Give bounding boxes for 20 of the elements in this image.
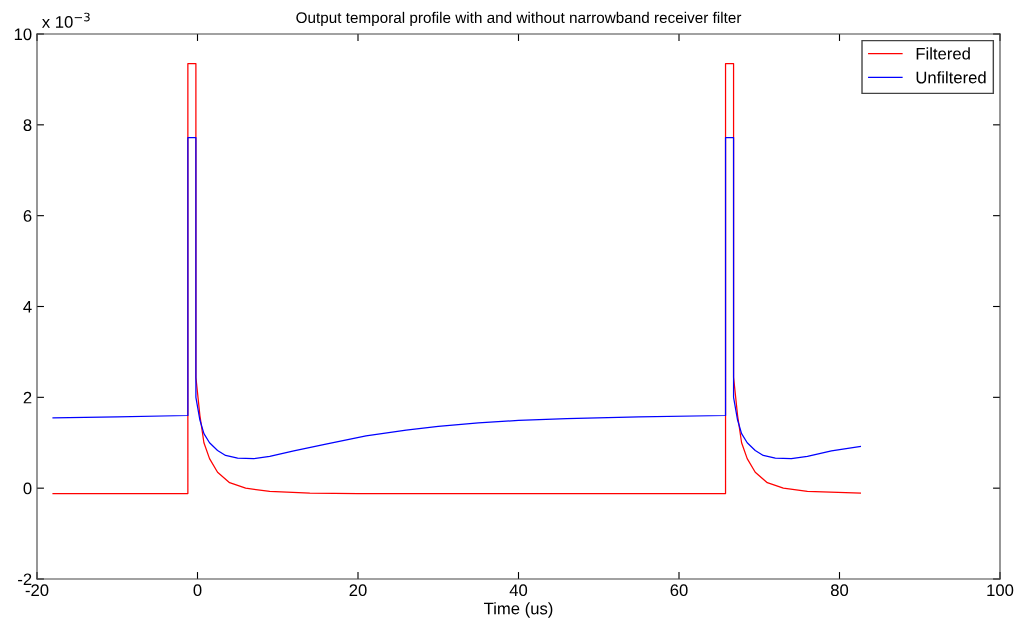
x-tick-label: 80	[830, 584, 849, 597]
y-tick-label: 10	[14, 28, 32, 41]
chart-title: Output temporal profile with and without narrowband receiver filter	[296, 11, 742, 27]
x-tick-label: 20	[349, 584, 367, 597]
x-tick-label: 40	[509, 584, 528, 597]
y-tick-label: 2	[23, 391, 32, 404]
line-series	[52, 136, 861, 460]
x-tick-label: 0	[193, 584, 202, 597]
y-tick-label: 0	[23, 482, 32, 495]
legend-label: Filtered	[916, 47, 970, 60]
text: x 10$^{−3}$	[42, 12, 90, 28]
legend-label: Unfiltered	[916, 71, 986, 84]
y-tick-label: 4	[23, 301, 32, 313]
y-tick-label: -2	[18, 573, 32, 586]
x-axis-title: Time (us)	[484, 602, 553, 618]
x-tick-label: -20	[25, 584, 49, 597]
x-tick-label: 60	[670, 584, 688, 597]
y-tick-label: 8	[23, 119, 32, 132]
y-tick-label: 6	[23, 210, 32, 222]
x-tick-label: 100	[987, 584, 1014, 597]
